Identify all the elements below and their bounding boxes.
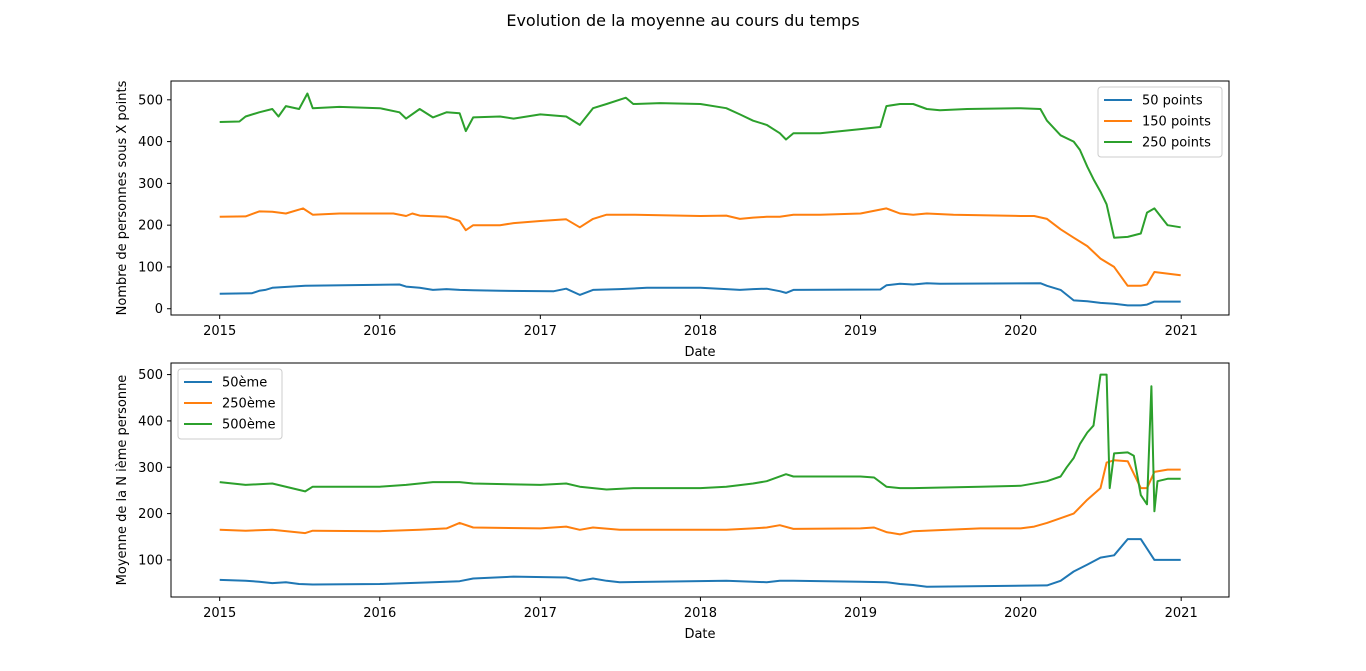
x-tick-label: 2015 — [203, 324, 236, 339]
plot-bottom: 2015 2016 2017 2018 2019 2020 2021 100 200 300 400… — [115, 362, 1230, 642]
y-tick-label: 400 — [138, 135, 163, 150]
axes-frame — [170, 362, 1230, 598]
y-tick-label: 100 — [138, 553, 163, 568]
series-line-250eme — [219, 459, 1181, 536]
legend-label-500eme: 500ème — [222, 418, 275, 433]
x-axis-label: Date — [684, 345, 715, 360]
series-line-50eme — [219, 538, 1181, 588]
x-tick-label: 2021 — [1165, 324, 1198, 339]
series-line-250-points — [219, 92, 1181, 239]
y-tick-label: 200 — [138, 507, 163, 522]
series-line-50-points — [219, 282, 1181, 307]
x-tick-label: 2015 — [203, 606, 236, 621]
legend: 50 points 150 points 250 points — [1097, 86, 1223, 158]
legend-label-50eme: 50ème — [222, 376, 267, 391]
legend-box — [1097, 86, 1223, 158]
series-line-150-points — [219, 207, 1181, 287]
y-tick-label: 300 — [138, 177, 163, 192]
legend-label-150-points: 150 points — [1142, 115, 1211, 130]
x-tick-label: 2020 — [1004, 606, 1037, 621]
series-line-500eme — [219, 373, 1181, 513]
y-tick-label: 300 — [138, 461, 163, 476]
x-tick-label: 2017 — [524, 324, 557, 339]
legend: 50ème 250ème 500ème — [177, 368, 283, 440]
x-tick-label: 2016 — [363, 324, 396, 339]
x-tick-label: 2018 — [684, 606, 717, 621]
plot-top: 2015 2016 2017 2018 2019 2020 2021 0 100 200 300 40… — [115, 80, 1230, 360]
x-tick-label: 2021 — [1165, 606, 1198, 621]
y-tick-label: 100 — [138, 260, 163, 275]
axes-frame — [170, 80, 1230, 316]
x-tick-label: 2019 — [844, 606, 877, 621]
y-tick-label: 200 — [138, 219, 163, 234]
x-axis-label: Date — [684, 627, 715, 642]
y-tick-label: 0 — [155, 302, 163, 317]
y-axis-label: Nombre de personnes sous X points — [115, 80, 130, 315]
y-tick-label: 400 — [138, 414, 163, 429]
y-axis-label: Moyenne de la N ième personne — [115, 375, 130, 586]
legend-label-250eme: 250ème — [222, 397, 275, 412]
legend-label-50-points: 50 points — [1142, 94, 1203, 109]
x-tick-label: 2017 — [524, 606, 557, 621]
x-tick-label: 2020 — [1004, 324, 1037, 339]
y-tick-label: 500 — [138, 93, 163, 108]
x-tick-label: 2019 — [844, 324, 877, 339]
y-tick-label: 500 — [138, 368, 163, 383]
figure-title: Evolution de la moyenne au cours du temp… — [506, 11, 859, 30]
legend-label-250-points: 250 points — [1142, 136, 1211, 151]
x-tick-label: 2018 — [684, 324, 717, 339]
x-tick-label: 2016 — [363, 606, 396, 621]
legend-box — [177, 368, 283, 440]
